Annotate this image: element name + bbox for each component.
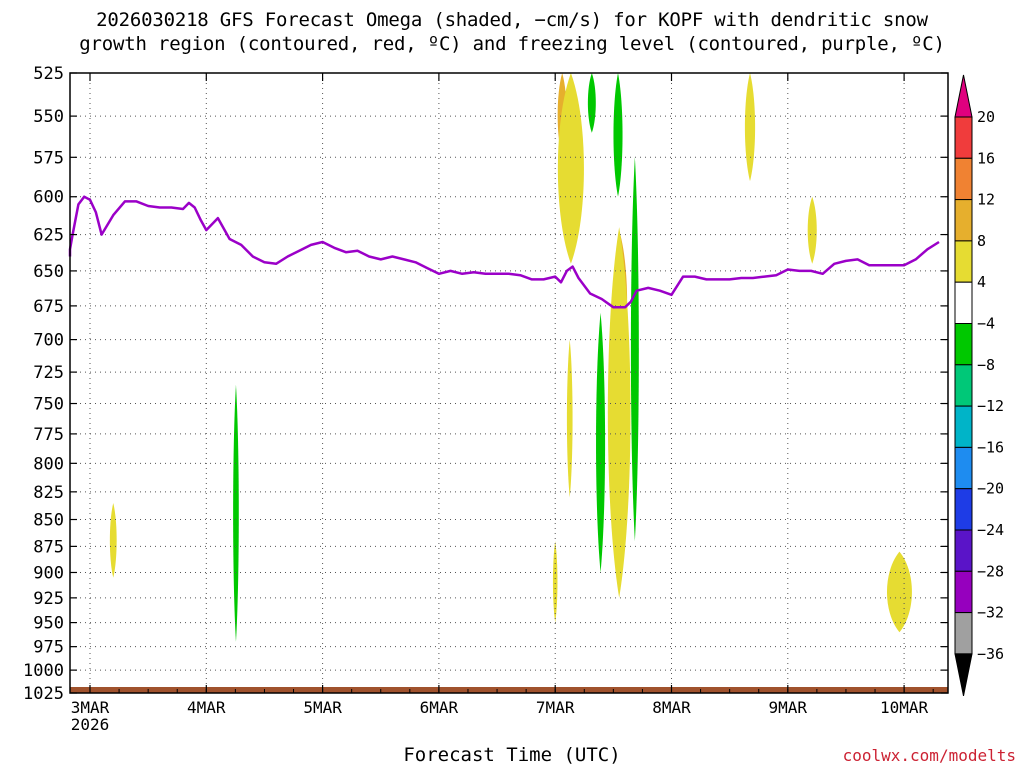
omega-shaded-region-1	[109, 503, 117, 578]
freezing-level-contour	[68, 195, 940, 309]
y-tick-label-14: 875	[33, 537, 64, 557]
omega-shaded-region-14	[886, 551, 912, 633]
x-tick-label-5: 8MAR	[652, 698, 691, 717]
colorbar-band-8	[954, 405, 973, 448]
y-tick-label-10: 775	[33, 425, 64, 445]
y-tick-label-4: 625	[33, 226, 64, 246]
omega-shaded-region-7	[566, 339, 573, 498]
x-year-label: 2026	[71, 715, 110, 734]
x-tick-label-7: 10MAR	[880, 698, 929, 717]
y-tick-label-11: 800	[33, 454, 64, 474]
y-axis-ticks: 525 550 575 600 625 650 675 700 725 750 775 800 825 8…	[23, 64, 948, 704]
chart-title-line-1: 2026030218 GFS Forecast Omega (shaded, −…	[96, 9, 928, 31]
colorbar-label-6: −8	[977, 356, 995, 374]
colorbar-label-7: −12	[977, 397, 1004, 415]
y-tick-label-15: 900	[33, 563, 64, 583]
plot-area	[70, 73, 948, 693]
colorbar-band-10	[954, 488, 973, 531]
colorbar: 20 16 12 8 4 −4 −8 −12 −16 −20 −24 −28 −32 −36	[954, 74, 1004, 696]
omega-shaded-region-11	[630, 157, 639, 542]
credit-link[interactable]: coolwx.com/modelts	[842, 746, 1016, 765]
y-tick-label-1: 550	[33, 107, 64, 127]
chart-title: 2026030218 GFS Forecast Omega (shaded, −…	[0, 8, 1024, 56]
colorbar-band-6	[954, 323, 973, 366]
omega-shaded-region-4	[557, 73, 584, 264]
colorbar-band-1	[954, 116, 973, 159]
y-tick-label-2: 575	[33, 148, 64, 168]
colorbar-band-3	[954, 199, 973, 242]
colorbar-band-7	[954, 364, 973, 407]
colorbar-label-10: −24	[977, 521, 1004, 539]
colorbar-label-13: −36	[977, 645, 1004, 663]
omega-shaded-region-0	[233, 384, 239, 642]
omega-shaded-region-5	[587, 73, 596, 133]
colorbar-top-arrow	[954, 74, 973, 118]
colorbar-label-0: 20	[977, 108, 995, 126]
colorbar-label-3: 8	[977, 232, 986, 250]
colorbar-band-4	[954, 240, 973, 283]
x-tick-label-0: 3MAR	[71, 698, 110, 717]
y-tick-label-7: 700	[33, 331, 64, 351]
chart-title-line-2: growth region (contoured, red, ºC) and f…	[79, 33, 945, 55]
colorbar-band-9	[954, 446, 973, 490]
x-tick-label-2: 5MAR	[303, 698, 342, 717]
colorbar-band-12	[954, 570, 973, 614]
terrain-strip	[70, 687, 948, 693]
plot-background	[70, 73, 948, 693]
omega-shaded-region-13	[807, 196, 817, 264]
x-tick-label-6: 9MAR	[769, 698, 808, 717]
colorbar-band-5	[954, 281, 973, 325]
y-tick-label-16: 925	[33, 589, 64, 609]
omega-shading	[109, 73, 912, 642]
y-tick-label-0: 525	[33, 64, 64, 84]
y-tick-label-13: 850	[33, 511, 64, 531]
y-tick-label-20: 1025	[23, 684, 64, 704]
y-tick-label-5: 650	[33, 262, 64, 282]
colorbar-band-2	[954, 157, 973, 201]
y-tick-label-19: 1000	[23, 661, 64, 681]
colorbar-label-5: −4	[977, 315, 995, 333]
colorbar-label-12: −32	[977, 604, 1004, 622]
colorbar-band-13	[954, 612, 973, 655]
colorbar-label-8: −16	[977, 438, 1004, 456]
x-tick-label-1: 4MAR	[187, 698, 226, 717]
y-tick-label-8: 725	[33, 363, 64, 383]
omega-shaded-region-8	[596, 312, 606, 573]
omega-shaded-region-2	[552, 541, 558, 623]
colorbar-label-11: −28	[977, 562, 1004, 580]
y-tick-label-3: 600	[33, 188, 64, 208]
plot-frame	[69, 72, 949, 694]
y-tick-label-9: 750	[33, 395, 64, 415]
y-tick-label-17: 950	[33, 614, 64, 634]
colorbar-label-9: −20	[977, 480, 1004, 498]
freezing-level-line	[68, 195, 940, 309]
y-tick-label-18: 975	[33, 638, 64, 658]
terrain-band	[70, 687, 948, 693]
x-tick-label-4: 7MAR	[536, 698, 575, 717]
x-tick-label-3: 6MAR	[420, 698, 459, 717]
omega-shaded-region-10	[607, 227, 631, 598]
x-axis-title: Forecast Time (UTC)	[403, 744, 621, 766]
colorbar-label-2: 12	[977, 191, 995, 209]
plot-border	[69, 72, 949, 694]
colorbar-band-11	[954, 529, 973, 572]
colorbar-label-4: 4	[977, 273, 986, 291]
y-tick-label-12: 825	[33, 483, 64, 503]
grid-lines	[70, 72, 948, 694]
omega-shaded-region-6	[613, 73, 623, 197]
x-axis-ticks: 3MAR 4MAR 5MAR 6MAR 7MAR 8MAR 9MAR 10MAR 2026	[71, 73, 934, 734]
omega-shaded-region-12	[744, 73, 756, 182]
colorbar-bottom-arrow	[954, 653, 973, 696]
y-tick-label-6: 675	[33, 297, 64, 317]
colorbar-label-1: 16	[977, 149, 995, 167]
